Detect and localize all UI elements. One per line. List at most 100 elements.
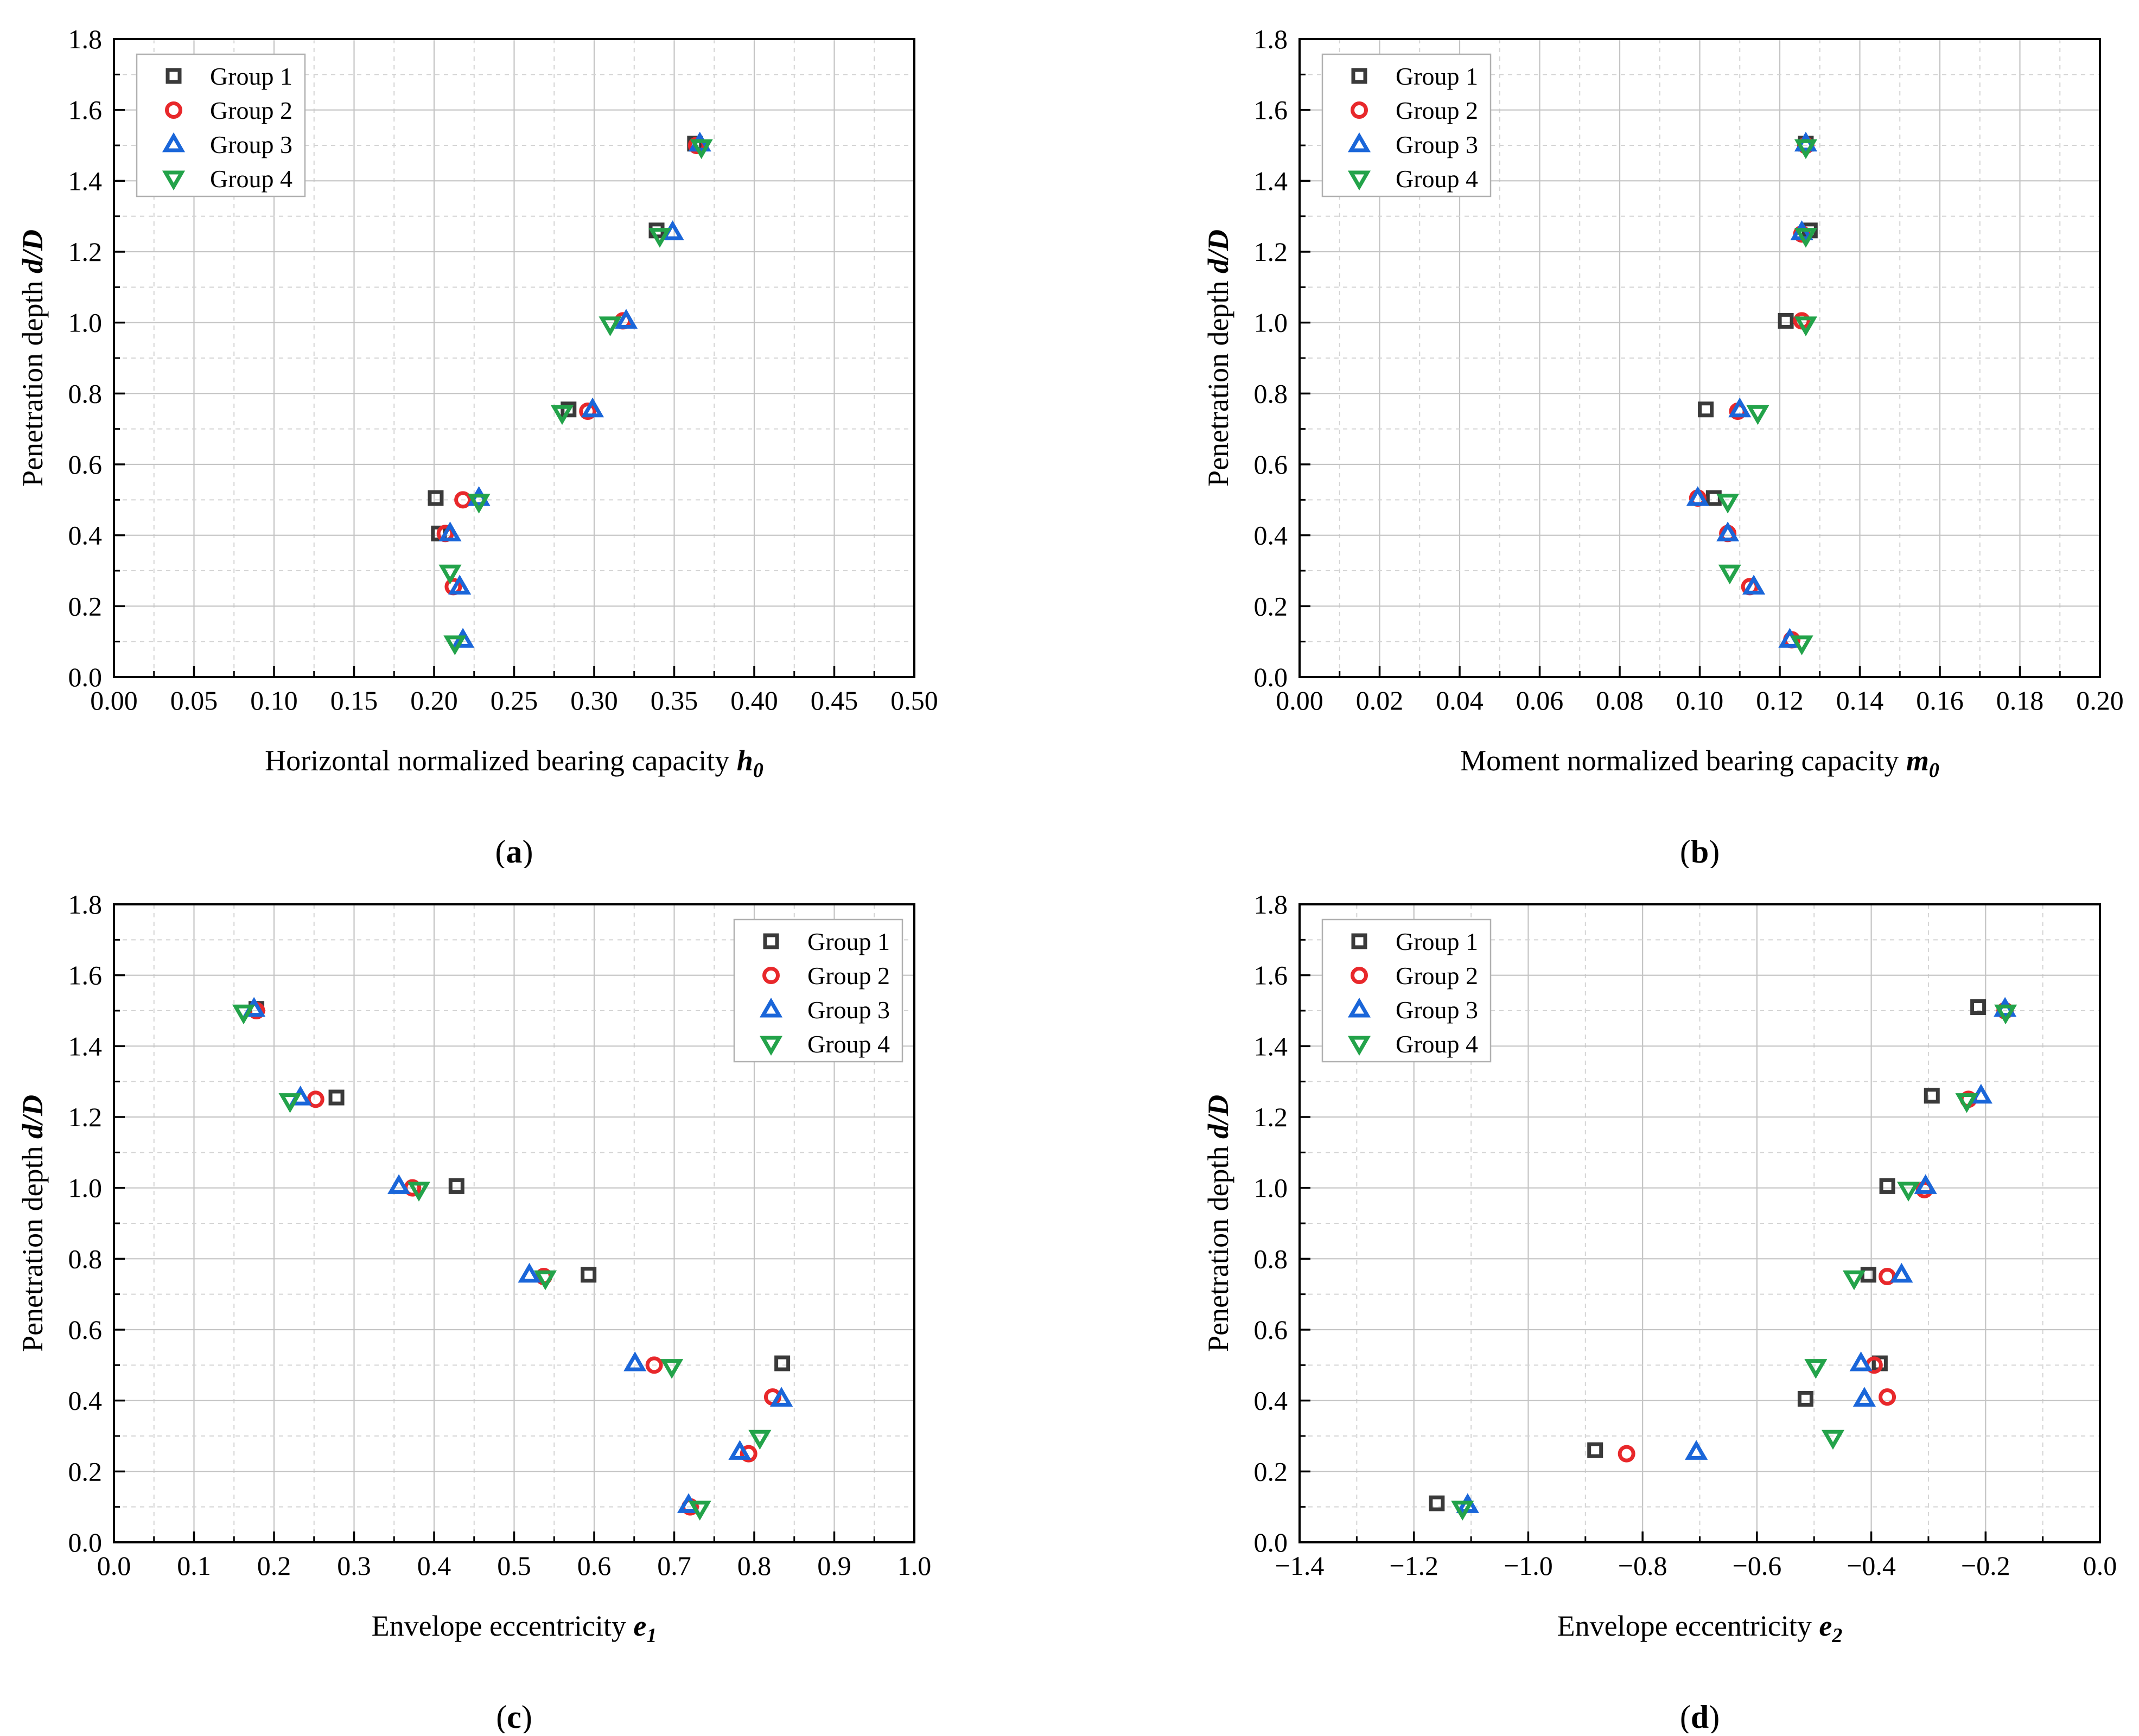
y-tick-label: 1.8 [68, 889, 103, 920]
data-point-group4 [1794, 139, 1817, 159]
y-tick-label: 0.6 [68, 1314, 103, 1345]
data-point-group1 [328, 1089, 345, 1106]
y-tick-label: 1.0 [1254, 308, 1288, 338]
y-axis-label-text: Penetration depth [1202, 1139, 1234, 1352]
legend-label: Group 1 [807, 928, 890, 955]
y-tick-label: 1.2 [1254, 1102, 1288, 1132]
x-tick-label: 0.08 [1596, 685, 1644, 716]
caption-close: ) [1709, 834, 1720, 868]
data-point-group4 [1842, 1270, 1866, 1291]
data-point-group3 [1685, 1440, 1708, 1460]
data-point-group1 [1778, 312, 1794, 329]
x-tick-label: 0.16 [1916, 685, 1964, 716]
data-point-group2 [454, 491, 472, 509]
y-tick-label: 1.0 [1254, 1173, 1288, 1203]
y-axis-label-symbol: d/D [16, 1095, 49, 1139]
y-tick-label: 0.2 [68, 1456, 103, 1486]
legend-marker-group3 [759, 997, 783, 1018]
y-tick-label: 1.4 [68, 165, 103, 196]
legend: Group 1 Group 2 Group 3 Group 4 [1321, 918, 1492, 1063]
data-point-group3 [1742, 575, 1766, 595]
caption-close: ) [1709, 1699, 1720, 1733]
x-tick-label: 0.10 [250, 685, 298, 716]
x-axis-label-symbol: e [1819, 1610, 1832, 1642]
legend-label: Group 4 [1396, 1030, 1478, 1058]
y-axis-label: Penetration depth d/D [16, 229, 49, 487]
y-tick-label: 1.8 [68, 24, 103, 54]
x-axis-label-text: Moment normalized bearing capacity [1460, 744, 1906, 777]
data-point-group4 [599, 316, 622, 336]
x-tick-label: 0.50 [890, 685, 938, 716]
x-axis-label-symbol: h [737, 744, 753, 777]
y-tick-label: 0.8 [68, 1243, 103, 1274]
data-point-group4 [1804, 1359, 1828, 1379]
data-point-group3 [448, 575, 472, 595]
y-tick-label: 0.4 [1254, 520, 1288, 551]
caption-close: ) [521, 1699, 532, 1733]
data-point-group1 [1924, 1088, 1940, 1104]
y-tick-label: 1.2 [68, 237, 103, 267]
data-point-group4 [1821, 1429, 1845, 1450]
y-tick-label: 0.0 [1254, 662, 1288, 692]
x-tick-label: −0.2 [1961, 1550, 2010, 1581]
data-points [428, 131, 713, 655]
legend-label: Group 2 [210, 97, 292, 124]
legend-marker-group2 [1351, 967, 1368, 984]
legend-marker-group4 [162, 170, 186, 191]
x-tick-label: 0.1 [177, 1550, 211, 1581]
x-axis-label-text: Envelope eccentricity [1557, 1610, 1819, 1642]
x-tick-label: 0.3 [337, 1550, 371, 1581]
data-point-group1 [581, 1267, 597, 1283]
x-axis-label-subscript: 2 [1831, 1624, 1842, 1647]
x-axis-label-text: Horizontal normalized bearing capacity [265, 744, 737, 777]
x-axis-label-symbol: e [633, 1610, 646, 1642]
data-point-group4 [407, 1182, 431, 1202]
data-point-group1 [1970, 999, 1987, 1015]
data-points [232, 997, 793, 1521]
gridlines [1300, 903, 2101, 1542]
data-point-group4 [1716, 494, 1740, 514]
y-tick-label: 1.0 [68, 308, 103, 338]
data-point-group1 [428, 490, 444, 506]
data-points [1686, 131, 1818, 655]
data-point-group1 [1587, 1442, 1603, 1458]
legend-marker-group1 [1351, 933, 1367, 949]
panel-c: 0.0 0.1 0.2 0.3 0.4 0.5 0.6 0.7 0.8 0.9 1.0 0.0 0.2 0… [0, 865, 955, 1736]
data-point-group3 [518, 1262, 541, 1283]
x-tick-label: 0.10 [1676, 685, 1724, 716]
x-tick-label: 0.20 [410, 685, 458, 716]
panel-caption: (b) [1680, 834, 1720, 868]
panel-d: −1.4 −1.2 −1.0 −0.8 −0.6 −0.4 −0.2 0.0 0.0 0.2 0.4… [1186, 865, 2139, 1736]
y-axis-label: Penetration depth d/D [16, 1095, 49, 1352]
data-point-group1 [448, 1178, 464, 1194]
y-tick-label: 0.6 [1254, 1314, 1288, 1345]
data-point-group4 [278, 1093, 302, 1113]
y-tick-label: 0.4 [1254, 1386, 1288, 1416]
data-point-group4 [550, 405, 574, 425]
data-point-group3 [581, 397, 604, 418]
x-tick-label: −0.4 [1847, 1550, 1896, 1581]
y-tick-label: 1.2 [1254, 237, 1288, 267]
x-axis-label-text: Envelope eccentricity [372, 1610, 634, 1642]
caption-close: ) [523, 834, 533, 868]
data-point-group4 [467, 494, 491, 514]
panel-caption: (a) [495, 834, 533, 868]
data-point-group4 [660, 1359, 684, 1379]
y-tick-label: 1.4 [1254, 1031, 1288, 1061]
caption-open: ( [495, 834, 506, 868]
legend-marker-group3 [1347, 997, 1371, 1018]
data-point-group3 [623, 1351, 647, 1371]
y-tick-label: 1.2 [68, 1102, 103, 1132]
x-tick-label: 1.0 [897, 1550, 932, 1581]
y-tick-label: 0.0 [68, 662, 103, 692]
x-tick-label: 0.05 [170, 685, 218, 716]
x-tick-label: 0.25 [491, 685, 538, 716]
gridlines [114, 38, 915, 677]
axis-ticks: 0.00 0.02 0.04 0.06 0.08 0.10 0.12 0.14 0.16 0.18… [1254, 24, 2124, 716]
data-point-group4 [690, 139, 713, 159]
y-tick-label: 1.8 [1254, 889, 1288, 920]
legend: Group 1 Group 2 Group 3 Group 4 [136, 53, 306, 197]
legend-marker-group1 [165, 68, 182, 84]
y-axis-label-symbol: d/D [1202, 1095, 1234, 1139]
y-tick-label: 0.0 [1254, 1527, 1288, 1558]
